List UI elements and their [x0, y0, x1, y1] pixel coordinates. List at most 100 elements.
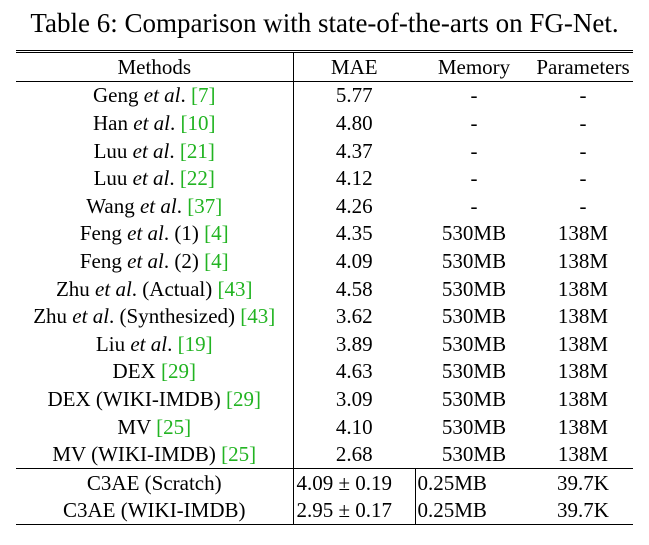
memory-cell: 530MB — [441, 276, 507, 301]
memory-cell: 530MB — [441, 248, 507, 273]
mae-cell: 2.95 ± 0.17 — [293, 496, 416, 526]
header-methods: Methods — [16, 50, 294, 82]
method-cell: Liu et al. [19] — [16, 329, 294, 358]
citation-link[interactable]: [29] — [160, 359, 196, 384]
memory-cell: 0.25MB — [415, 496, 533, 526]
mae-cell: 3.09 — [335, 386, 373, 411]
mae-cell: 3.62 — [335, 304, 373, 329]
method-cell: C3AE (WIKI-IMDB) — [16, 496, 294, 526]
table-row: Han et al. [10] 4.80 - - — [16, 109, 633, 137]
memory-cell: - — [470, 166, 478, 191]
table-row: Geng et al. [7] 5.77 - - — [16, 81, 633, 110]
params-cell: - — [579, 110, 587, 135]
table-row: C3AE (Scratch) 4.09 ± 0.19 0.25MB 39.7K — [16, 467, 633, 497]
table-row: Feng et al. (1) [4] 4.35 530MB 138M — [16, 219, 633, 248]
citation-link[interactable]: [25] — [221, 442, 257, 467]
mae-cell: 4.12 — [335, 166, 373, 191]
mae-cell: 4.80 — [335, 110, 373, 135]
mae-cell: 2.68 — [335, 442, 373, 467]
memory-cell: 530MB — [441, 331, 507, 356]
params-cell: - — [579, 193, 587, 218]
memory-cell: - — [470, 193, 478, 218]
method-cell: Feng et al. (2) [4] — [16, 247, 294, 275]
mae-cell: 3.89 — [335, 331, 373, 356]
table-row: MV (WIKI-IMDB) [25] 2.68 530MB 138M — [16, 440, 633, 469]
method-cell: MV [25] — [16, 412, 294, 441]
table-caption: Table 6: Comparison with state-of-the-ar… — [30, 8, 619, 38]
table-row: Liu et al. [19] 3.89 530MB 138M — [16, 329, 633, 358]
method-cell: Luu et al. [21] — [16, 136, 294, 165]
method-cell: DEX (WIKI-IMDB) [29] — [16, 385, 294, 413]
memory-cell: 530MB — [441, 386, 507, 411]
params-cell: 39.7K — [533, 496, 633, 526]
memory-cell: 0.25MB — [415, 467, 533, 497]
header-memory: Memory — [415, 50, 533, 82]
table-row: Zhu et al. (Actual) [43] 4.58 530MB 138M — [16, 274, 633, 303]
mae-cell: 4.37 — [335, 138, 373, 163]
table-row: Wang et al. [37] 4.26 - - — [16, 191, 633, 220]
citation-link[interactable]: [22] — [179, 166, 215, 191]
citation-link[interactable]: [19] — [177, 331, 213, 356]
params-cell: - — [579, 166, 587, 191]
table-row: DEX (WIKI-IMDB) [29] 3.09 530MB 138M — [16, 385, 633, 413]
header-row: Methods MAE Memory Parameters — [16, 50, 633, 82]
citation-link[interactable]: [21] — [179, 138, 215, 163]
table-body: Geng et al. [7] 5.77 - - Han et al. [10]… — [16, 81, 633, 526]
citation-link[interactable]: [10] — [180, 110, 216, 135]
method-cell: DEX [29] — [16, 357, 294, 386]
citation-link[interactable]: [4] — [204, 221, 229, 246]
mae-cell: 4.10 — [335, 414, 373, 439]
memory-cell: 530MB — [441, 442, 507, 467]
table-row: C3AE (WIKI-IMDB) 2.95 ± 0.17 0.25MB 39.7… — [16, 496, 633, 526]
method-cell: Feng et al. (1) [4] — [16, 219, 294, 248]
table-row: Luu et al. [22] 4.12 - - — [16, 164, 633, 192]
memory-cell: 530MB — [441, 304, 507, 329]
memory-cell: 530MB — [441, 221, 507, 246]
citation-link[interactable]: [43] — [217, 276, 253, 301]
memory-cell: 530MB — [441, 414, 507, 439]
memory-cell: - — [470, 110, 478, 135]
header-mae: MAE — [293, 50, 415, 82]
method-cell: Han et al. [10] — [16, 109, 294, 137]
params-cell: 138M — [557, 248, 609, 273]
citation-link[interactable]: [43] — [240, 304, 276, 329]
memory-cell: - — [470, 83, 478, 108]
mae-cell: 5.77 — [335, 83, 373, 108]
citation-link[interactable]: [4] — [204, 248, 229, 273]
params-cell: - — [579, 83, 587, 108]
params-cell: 138M — [557, 304, 609, 329]
memory-cell: - — [470, 138, 478, 163]
method-cell: Zhu et al. (Synthesized) [43] — [16, 302, 294, 330]
mae-cell: 4.35 — [335, 221, 373, 246]
params-cell: 138M — [557, 276, 609, 301]
mae-cell: 4.58 — [335, 276, 373, 301]
method-cell: Wang et al. [37] — [16, 191, 294, 220]
memory-cell: 530MB — [441, 359, 507, 384]
method-cell: C3AE (Scratch) — [16, 467, 294, 497]
params-cell: 138M — [557, 442, 609, 467]
method-cell: MV (WIKI-IMDB) [25] — [16, 440, 294, 469]
mae-cell: 4.09 ± 0.19 — [293, 467, 416, 497]
params-cell: 138M — [557, 414, 609, 439]
params-cell: 138M — [557, 221, 609, 246]
mae-cell: 4.26 — [335, 193, 373, 218]
mae-cell: 4.63 — [335, 359, 373, 384]
citation-link[interactable]: [7] — [191, 83, 216, 108]
table-row: Luu et al. [21] 4.37 - - — [16, 136, 633, 165]
citation-link[interactable]: [29] — [225, 386, 261, 411]
mae-cell: 4.09 — [335, 248, 373, 273]
table-row: MV [25] 4.10 530MB 138M — [16, 412, 633, 441]
table-row: Feng et al. (2) [4] 4.09 530MB 138M — [16, 247, 633, 275]
table-row: Zhu et al. (Synthesized) [43] 3.62 530MB… — [16, 302, 633, 330]
citation-link[interactable]: [25] — [156, 414, 192, 439]
citation-link[interactable]: [37] — [187, 193, 223, 218]
params-cell: 39.7K — [533, 467, 633, 497]
method-cell: Luu et al. [22] — [16, 164, 294, 192]
method-cell: Geng et al. [7] — [16, 81, 294, 110]
method-cell: Zhu et al. (Actual) [43] — [16, 274, 294, 303]
header-parameters: Parameters — [533, 50, 633, 82]
comparison-table: Methods MAE Memory Parameters Geng et al… — [16, 50, 633, 526]
params-cell: 138M — [557, 331, 609, 356]
table-row: DEX [29] 4.63 530MB 138M — [16, 357, 633, 386]
params-cell: 138M — [557, 386, 609, 411]
